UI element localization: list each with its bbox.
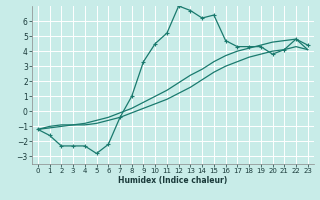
X-axis label: Humidex (Indice chaleur): Humidex (Indice chaleur) bbox=[118, 176, 228, 185]
